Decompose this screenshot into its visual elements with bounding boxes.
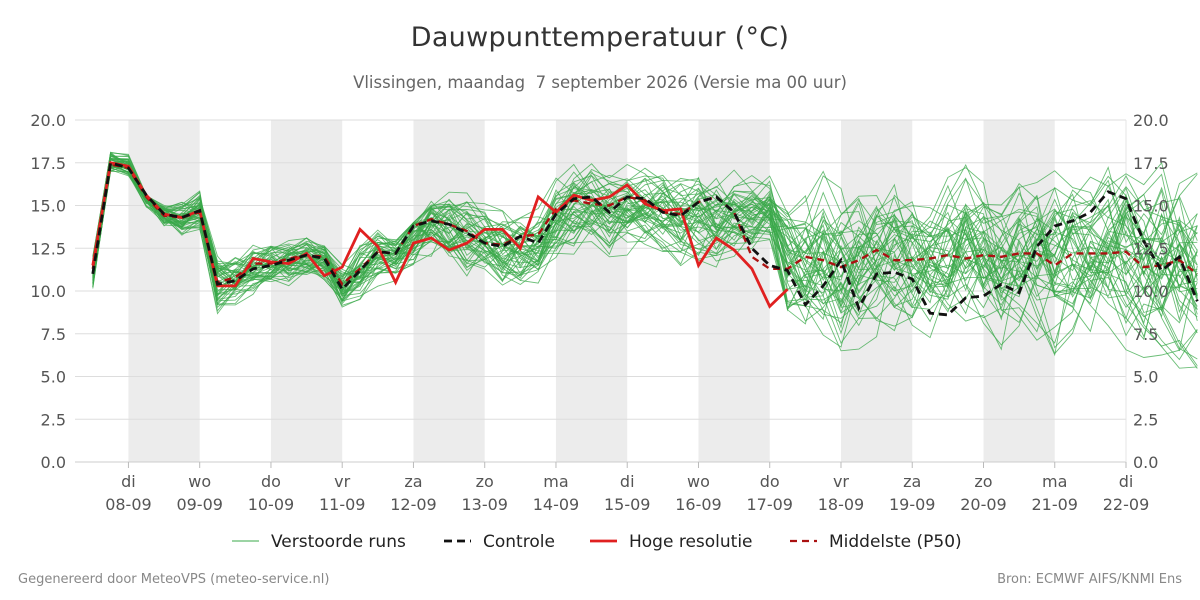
x-tick-date: 18-09 — [818, 495, 865, 514]
x-tick-day: ma — [543, 472, 568, 491]
x-tick-date: 17-09 — [746, 495, 793, 514]
y-axis-right: 0.0 2.5 5.0 7.5 10.0 12.5 15.0 17.5 20.0 — [1133, 111, 1169, 472]
x-tick-date: 19-09 — [889, 495, 936, 514]
x-tick-day: di — [121, 472, 136, 491]
x-tick-date: 08-09 — [105, 495, 152, 514]
x-tick-date: 10-09 — [248, 495, 295, 514]
x-tick-date: 11-09 — [319, 495, 366, 514]
footer-credit: Gegenereerd door MeteoVPS (meteo-service… — [18, 572, 330, 587]
y-tick-label-left: 0.0 — [41, 453, 66, 472]
ensemble-member-line — [92, 157, 1198, 322]
x-tick-date: 12-09 — [390, 495, 437, 514]
x-tick-day: zo — [476, 472, 494, 491]
x-tick-day: vr — [833, 472, 849, 491]
y-tick-label-right: 17.5 — [1133, 154, 1169, 173]
ensemble-member-line — [92, 164, 1198, 310]
x-tick-date: 20-09 — [960, 495, 1007, 514]
y-tick-label-left: 5.0 — [41, 368, 66, 387]
legend-label: Verstoorde runs — [271, 532, 406, 552]
y-tick-label-right: 12.5 — [1133, 239, 1169, 258]
y-tick-label-right: 2.5 — [1133, 410, 1158, 429]
y-tick-label-left: 17.5 — [30, 154, 66, 173]
ensemble-member-line — [92, 162, 1198, 349]
y-tick-label-left: 15.0 — [30, 197, 66, 216]
x-tick-date: 16-09 — [675, 495, 722, 514]
legend-label: Hoge resolutie — [629, 532, 753, 552]
y-tick-label-right: 10.0 — [1133, 282, 1169, 301]
x-tick-day: ma — [1042, 472, 1067, 491]
x-tick-day: di — [1119, 472, 1134, 491]
ensemble-member-line — [92, 163, 1198, 357]
y-tick-label-right: 20.0 — [1133, 111, 1169, 130]
ensemble-runs — [92, 151, 1198, 369]
grid-lines — [75, 119, 1127, 463]
x-tick-day: za — [404, 472, 422, 491]
y-tick-label-left: 2.5 — [41, 410, 66, 429]
y-tick-label-left: 12.5 — [30, 239, 66, 258]
x-axis: di 08-09 wo 09-09 do 10-09 vr 11-09 za 12-09 zo 13-… — [105, 462, 1149, 514]
ensemble-member-line — [92, 160, 1198, 324]
y-tick-label-left: 20.0 — [30, 111, 66, 130]
x-tick-date: 14-09 — [533, 495, 580, 514]
x-tick-day: zo — [974, 472, 992, 491]
ensemble-member-line — [92, 153, 1198, 355]
x-tick-date: 15-09 — [604, 495, 651, 514]
control-line — [91, 161, 1199, 317]
x-tick-day: vr — [334, 472, 350, 491]
x-tick-day: za — [903, 472, 921, 491]
y-tick-label-left: 10.0 — [30, 282, 66, 301]
x-tick-day: wo — [188, 472, 211, 491]
x-tick-date: 21-09 — [1031, 495, 1078, 514]
legend-label: Middelste (P50) — [829, 532, 962, 552]
x-tick-date: 13-09 — [461, 495, 508, 514]
y-tick-label-right: 0.0 — [1133, 453, 1158, 472]
x-tick-day: do — [760, 472, 780, 491]
x-tick-day: do — [261, 472, 281, 491]
y-axis-left: 0.0 2.5 5.0 7.5 10.0 12.5 15.0 17.5 20.0 — [30, 111, 66, 472]
y-tick-label-left: 7.5 — [41, 325, 66, 344]
x-tick-day: wo — [687, 472, 710, 491]
p50-line — [91, 163, 1199, 287]
x-tick-date: 22-09 — [1103, 495, 1150, 514]
legend-label: Controle — [483, 532, 555, 552]
x-tick-day: di — [620, 472, 635, 491]
y-tick-label-right: 5.0 — [1133, 368, 1158, 387]
ensemble-member-line — [92, 167, 1198, 312]
y-tick-label-right: 7.5 — [1133, 325, 1158, 344]
chart-subtitle: Vlissingen, maandag 7 september 2026 (Ve… — [353, 73, 847, 92]
ensemble-member-line — [92, 158, 1198, 361]
x-tick-date: 09-09 — [176, 495, 223, 514]
ensemble-member-line — [92, 151, 1198, 319]
y-tick-label-right: 15.0 — [1133, 197, 1169, 216]
legend: Verstoorde runs Controle Hoge resolutie Mid… — [232, 532, 962, 552]
footer-source: Bron: ECMWF AIFS/KNMI Ens — [997, 572, 1182, 587]
chart-title: Dauwpunttemperatuur (°C) — [410, 22, 790, 53]
main-lines — [91, 161, 1199, 317]
ensemble-member-line — [92, 160, 1198, 302]
